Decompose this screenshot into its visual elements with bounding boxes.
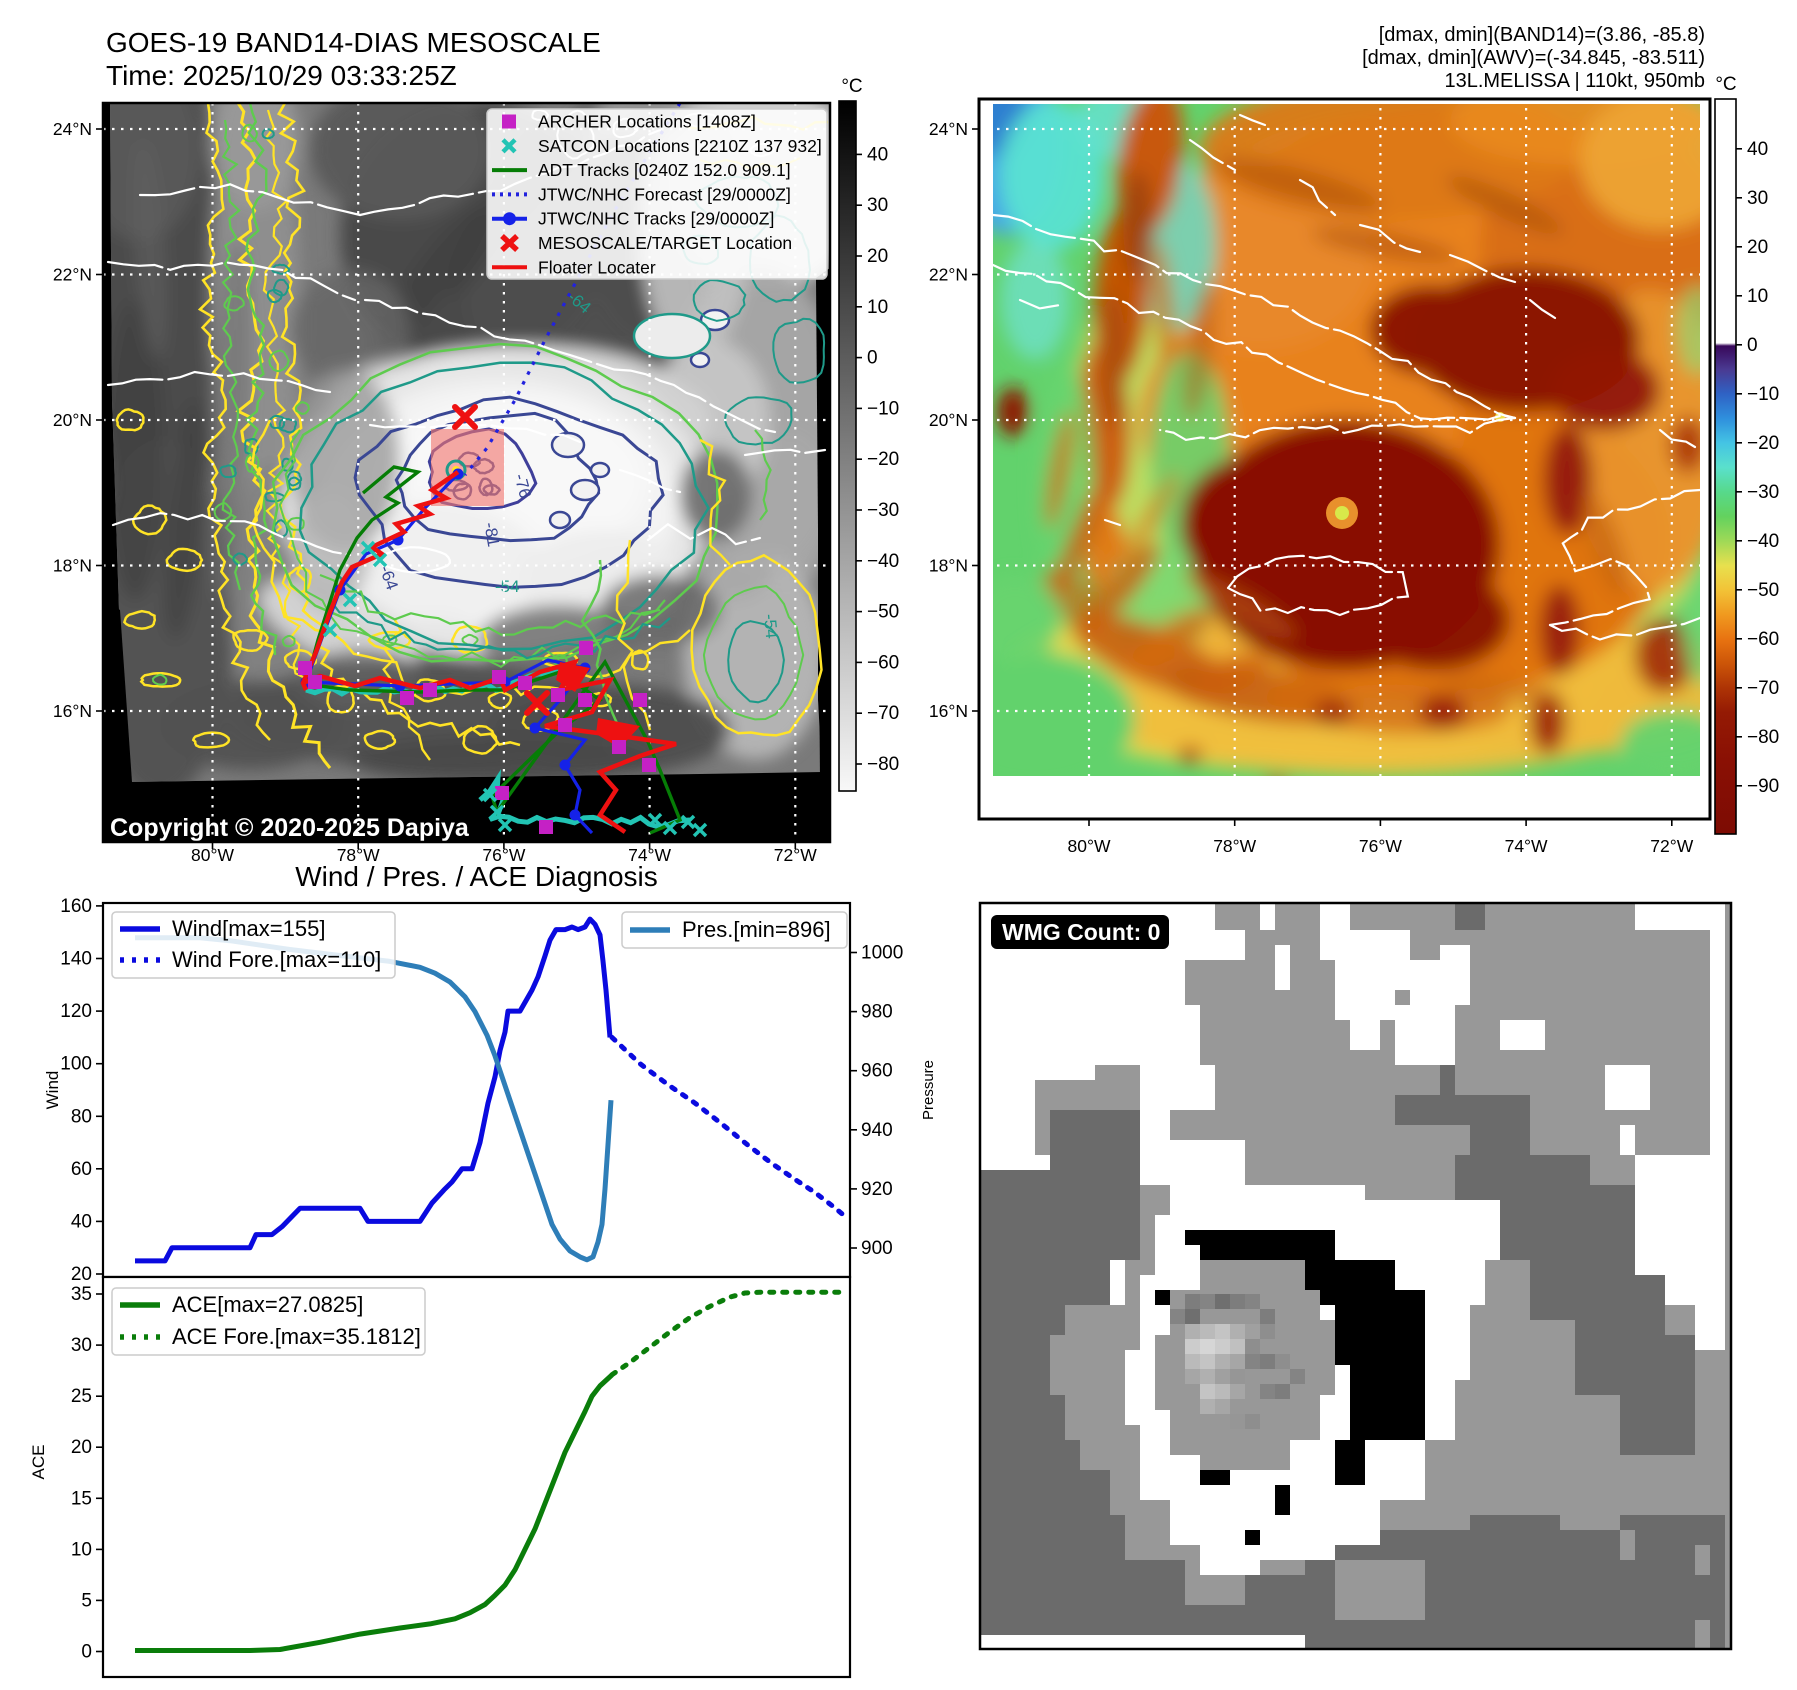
svg-text:980: 980	[861, 1002, 893, 1023]
svg-text:−60: −60	[867, 652, 899, 673]
svg-text:Pressure: Pressure	[920, 1060, 937, 1120]
svg-text:-81: -81	[480, 521, 503, 549]
svg-text:−30: −30	[1747, 482, 1779, 503]
svg-text:°C: °C	[1715, 74, 1736, 95]
svg-text:74°W: 74°W	[628, 845, 671, 865]
svg-text:920: 920	[861, 1179, 893, 1200]
svg-text:ACE Fore.[max=35.1812]: ACE Fore.[max=35.1812]	[172, 1324, 421, 1349]
svg-text:-54: -54	[760, 613, 781, 639]
svg-text:80°W: 80°W	[191, 845, 234, 865]
svg-text:940: 940	[861, 1120, 893, 1141]
svg-text:20: 20	[71, 1437, 92, 1458]
svg-text:160: 160	[60, 896, 92, 917]
svg-text:[dmax, dmin](AWV)=(-34.845, -8: [dmax, dmin](AWV)=(-34.845, -83.511)	[1362, 47, 1705, 69]
svg-text:−50: −50	[1747, 580, 1779, 601]
svg-text:−70: −70	[867, 703, 899, 724]
svg-text:Wind / Pres. / ACE Diagnosis: Wind / Pres. / ACE Diagnosis	[295, 861, 658, 892]
svg-text:140: 140	[60, 949, 92, 970]
svg-text:°C: °C	[841, 76, 862, 97]
svg-text:0: 0	[81, 1642, 92, 1663]
svg-text:−10: −10	[1747, 384, 1779, 405]
svg-text:18°N: 18°N	[929, 556, 968, 576]
svg-text:30: 30	[867, 195, 888, 216]
svg-text:Wind Fore.[max=110]: Wind Fore.[max=110]	[172, 947, 381, 972]
svg-text:−90: −90	[1747, 776, 1779, 797]
svg-text:ARCHER Locations [1408Z]: ARCHER Locations [1408Z]	[538, 112, 756, 132]
svg-text:25: 25	[71, 1386, 92, 1407]
svg-text:−40: −40	[867, 551, 899, 572]
svg-text:30: 30	[1747, 188, 1768, 209]
svg-text:80°W: 80°W	[1068, 836, 1111, 856]
svg-text:20: 20	[1747, 237, 1768, 258]
svg-text:−70: −70	[1747, 678, 1779, 699]
svg-text:18°N: 18°N	[53, 556, 92, 576]
svg-text:20°N: 20°N	[929, 410, 968, 430]
svg-text:MESOSCALE/TARGET Location: MESOSCALE/TARGET Location	[538, 233, 792, 253]
svg-text:120: 120	[60, 1001, 92, 1022]
svg-text:0: 0	[867, 348, 878, 369]
svg-text:20: 20	[71, 1264, 92, 1285]
svg-text:40: 40	[1747, 139, 1768, 160]
svg-text:GOES-19 BAND14-DIAS MESOSCALE: GOES-19 BAND14-DIAS MESOSCALE	[106, 27, 601, 58]
svg-text:20: 20	[867, 246, 888, 267]
svg-text:76°W: 76°W	[482, 845, 525, 865]
svg-text:22°N: 22°N	[929, 265, 968, 285]
svg-text:Floater Locater: Floater Locater	[538, 257, 656, 277]
svg-text:JTWC/NHC Tracks [29/0000Z]: JTWC/NHC Tracks [29/0000Z]	[538, 209, 774, 229]
svg-text:-54: -54	[495, 577, 520, 596]
svg-text:−50: −50	[867, 602, 899, 623]
svg-text:−40: −40	[1747, 531, 1779, 552]
svg-text:Time: 2025/10/29 03:33:25Z: Time: 2025/10/29 03:33:25Z	[106, 60, 457, 91]
svg-text:10: 10	[1747, 286, 1768, 307]
svg-text:74°W: 74°W	[1505, 836, 1548, 856]
svg-text:−10: −10	[867, 398, 899, 419]
svg-text:−80: −80	[867, 754, 899, 775]
svg-text:10: 10	[71, 1539, 92, 1560]
svg-text:−80: −80	[1747, 727, 1779, 748]
svg-text:72°W: 72°W	[1650, 836, 1693, 856]
svg-text:80: 80	[71, 1106, 92, 1127]
svg-text:78°W: 78°W	[1213, 836, 1256, 856]
svg-text:960: 960	[861, 1061, 893, 1082]
svg-text:−60: −60	[1747, 629, 1779, 650]
svg-text:35: 35	[71, 1284, 92, 1305]
svg-text:ACE[max=27.0825]: ACE[max=27.0825]	[172, 1292, 363, 1317]
svg-text:ACE: ACE	[29, 1445, 48, 1480]
svg-text:900: 900	[861, 1238, 893, 1259]
svg-text:24°N: 24°N	[929, 119, 968, 139]
svg-text:JTWC/NHC Forecast [29/0000Z]: JTWC/NHC Forecast [29/0000Z]	[538, 184, 791, 204]
svg-text:0: 0	[1747, 335, 1758, 356]
svg-text:−20: −20	[1747, 433, 1779, 454]
svg-text:16°N: 16°N	[929, 701, 968, 721]
svg-text:72°W: 72°W	[774, 845, 817, 865]
svg-text:Pres.[min=896]: Pres.[min=896]	[682, 917, 831, 942]
svg-text:WMG Count: 0: WMG Count: 0	[1002, 919, 1160, 945]
svg-text:22°N: 22°N	[53, 265, 92, 285]
svg-text:24°N: 24°N	[53, 119, 92, 139]
svg-text:76°W: 76°W	[1359, 836, 1402, 856]
svg-text:10: 10	[867, 297, 888, 318]
svg-text:Wind[max=155]: Wind[max=155]	[172, 916, 325, 941]
svg-text:15: 15	[71, 1488, 92, 1509]
svg-text:1000: 1000	[861, 943, 903, 964]
svg-text:Copyright © 2020-2025 Dapiya: Copyright © 2020-2025 Dapiya	[110, 814, 470, 842]
svg-text:60: 60	[71, 1159, 92, 1180]
svg-text:78°W: 78°W	[337, 845, 380, 865]
svg-text:5: 5	[81, 1590, 92, 1611]
svg-text:ADT Tracks [0240Z 152.0 909.1]: ADT Tracks [0240Z 152.0 909.1]	[538, 160, 791, 180]
svg-text:20°N: 20°N	[53, 410, 92, 430]
svg-text:30: 30	[71, 1335, 92, 1356]
svg-text:16°N: 16°N	[53, 701, 92, 721]
svg-text:13L.MELISSA | 110kt, 950mb: 13L.MELISSA | 110kt, 950mb	[1444, 70, 1705, 92]
svg-text:100: 100	[60, 1054, 92, 1075]
svg-text:SATCON Locations [2210Z 137 93: SATCON Locations [2210Z 137 932]	[538, 136, 822, 156]
svg-text:−20: −20	[867, 449, 899, 470]
svg-text:40: 40	[867, 144, 888, 165]
svg-text:40: 40	[71, 1211, 92, 1232]
svg-text:[dmax, dmin](BAND14)=(3.86, -8: [dmax, dmin](BAND14)=(3.86, -85.8)	[1379, 24, 1705, 46]
svg-text:Wind: Wind	[43, 1071, 62, 1110]
svg-text:−30: −30	[867, 500, 899, 521]
